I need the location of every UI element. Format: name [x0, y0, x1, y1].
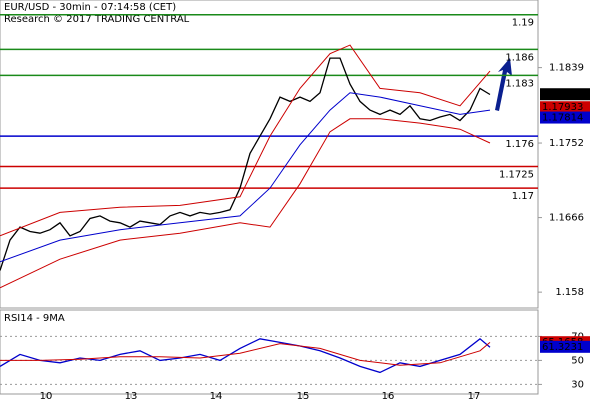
y-tick-label: 1.1666 [549, 213, 584, 224]
y-tick-label: 1.1839 [549, 63, 584, 74]
level-label: 1.183 [505, 78, 534, 89]
series-line [0, 57, 491, 271]
y-tick-label: 30 [571, 379, 584, 390]
price-tag-label: 61.3231 [542, 342, 583, 353]
series-line [0, 44, 491, 237]
x-tick-label: 16 [382, 391, 395, 400]
series-line [0, 342, 491, 366]
y-tick-label: 1.1752 [549, 138, 584, 149]
level-label: 1.176 [505, 139, 534, 150]
chart-subtitle: Research © 2017 TRADING CENTRAL [4, 14, 190, 25]
forecast-arrow [495, 58, 512, 111]
price-tag [540, 101, 590, 114]
chart-title: EUR/USD - 30min - 07:14:58 (CET) [4, 2, 176, 13]
rsi-title: RSI14 - 9MA [4, 313, 65, 324]
x-tick-label: 14 [210, 391, 223, 400]
price-tag [540, 111, 590, 124]
x-tick-label: 10 [40, 391, 53, 400]
level-label: 1.1725 [499, 169, 534, 180]
price-frame [0, 0, 539, 309]
x-tick-label: 17 [468, 391, 481, 400]
series-line [0, 118, 491, 289]
level-label: 1.17 [512, 191, 534, 202]
price-tag-label: 1.17933 [542, 102, 583, 113]
level-label: 1.19 [512, 18, 534, 29]
series-line [0, 92, 491, 263]
price-tag-label: 1.18083 [542, 89, 583, 100]
x-tick-label: 15 [297, 391, 310, 400]
price-tag-label: 1.17814 [542, 113, 583, 124]
y-tick-label: 1.158 [555, 287, 584, 298]
level-label: 1.186 [505, 52, 534, 63]
y-tick-label: 50 [571, 355, 584, 366]
rsi-frame [0, 309, 539, 395]
price-tag [540, 88, 590, 101]
series-line [0, 337, 491, 374]
price-tag [540, 340, 590, 353]
x-tick-label: 13 [125, 391, 138, 400]
